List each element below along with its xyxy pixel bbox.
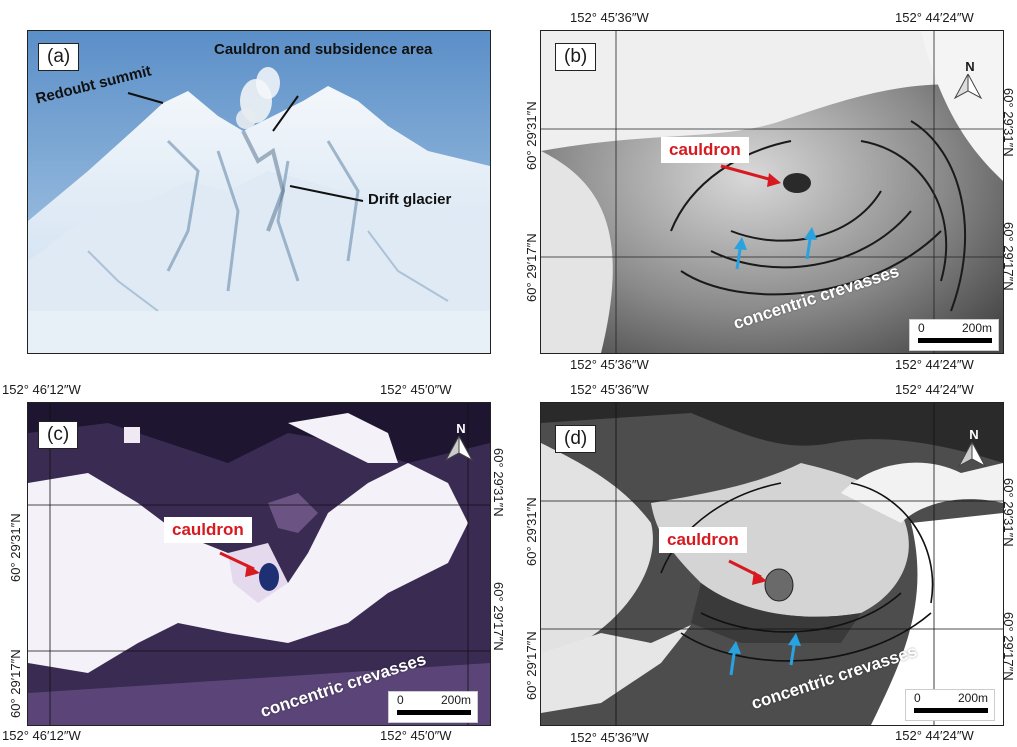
- panel-b-lon-top-right: 152° 44′24″W: [895, 10, 974, 25]
- panel-c-lat-right-top: 60° 29′31″N: [491, 448, 506, 517]
- panel-d-scalebar: 0 200m: [905, 689, 995, 721]
- panel-c-map: (c) cauldron concentric crevasses N 0 20…: [27, 402, 491, 726]
- panel-c-lat-left-top: 60° 29′31″N: [8, 513, 23, 582]
- scale-start: 0: [914, 691, 921, 705]
- panel-c-north-arrow: N: [444, 421, 478, 462]
- scale-end: 200m: [440, 693, 471, 707]
- panel-b-lat-left-bottom: 60° 29′17″N: [524, 233, 539, 302]
- panel-c-lat-right-bottom: 60° 29′17″N: [491, 582, 506, 651]
- panel-d-lon-bottom-left: 152° 45′36″W: [570, 730, 649, 745]
- panel-d-north-arrow: N: [957, 427, 991, 468]
- panel-d-lat-left-top: 60° 29′31″N: [524, 497, 539, 566]
- panel-d-lat-left-bottom: 60° 29′17″N: [524, 631, 539, 700]
- panel-c-image: [28, 403, 490, 725]
- north-letter: N: [456, 421, 466, 436]
- north-arrow-icon: [953, 74, 983, 100]
- panel-c-lon-top-right: 152° 45′0″W: [380, 382, 452, 397]
- panel-b-lon-top-left: 152° 45′36″W: [570, 10, 649, 25]
- panel-d-lon-bottom-right: 152° 44′24″W: [895, 728, 974, 743]
- scale-bar: [397, 710, 471, 715]
- panel-c-lon-bottom-right: 152° 45′0″W: [380, 728, 452, 743]
- panel-c-lat-left-bottom: 60° 29′17″N: [8, 649, 23, 718]
- scale-end: 200m: [957, 691, 988, 705]
- panel-d-lon-top-left: 152° 45′36″W: [570, 382, 649, 397]
- panel-b-label: (b): [555, 43, 597, 71]
- scale-bar: [918, 338, 992, 343]
- scale-start: 0: [397, 693, 404, 707]
- north-letter: N: [969, 427, 979, 442]
- panel-b-image: [541, 31, 1003, 353]
- north-arrow-icon: [444, 436, 474, 462]
- panel-d-cauldron-label: cauldron: [659, 527, 747, 553]
- annotation-drift-glacier: Drift glacier: [368, 191, 452, 208]
- north-arrow-icon: [957, 442, 987, 468]
- north-letter: N: [965, 59, 975, 74]
- panel-c-lon-top-left: 152° 46′12″W: [2, 382, 81, 397]
- panel-b-map: (b) cauldron concentric crevasses N 0 20…: [540, 30, 1004, 354]
- panel-d-map: (d) cauldron concentric crevasses N 0 20…: [540, 402, 1004, 726]
- annotation-cauldron: Cauldron and subsidence area: [214, 41, 433, 58]
- panel-b-cauldron-label: cauldron: [661, 137, 749, 163]
- scale-start: 0: [918, 321, 925, 335]
- panel-b-north-arrow: N: [953, 59, 987, 100]
- scale-end: 200m: [961, 321, 992, 335]
- scale-bar: [914, 708, 988, 713]
- panel-c-lon-bottom-left: 152° 46′12″W: [2, 728, 81, 743]
- redoubt-photo: [28, 31, 490, 353]
- panel-d-lon-top-right: 152° 44′24″W: [895, 382, 974, 397]
- panel-d-label: (d): [555, 425, 597, 453]
- panel-b-lat-left-top: 60° 29′31″N: [524, 101, 539, 170]
- panel-a-label: (a): [38, 43, 80, 71]
- panel-a-photo: (a) Redoubt summit Cauldron and subsiden…: [27, 30, 491, 354]
- panel-c-scalebar: 0 200m: [388, 691, 478, 723]
- panel-b-lon-bottom-right: 152° 44′24″W: [895, 357, 974, 372]
- panel-b-lon-bottom-left: 152° 45′36″W: [570, 357, 649, 372]
- panel-b-scalebar: 0 200m: [909, 319, 999, 351]
- panel-c-cauldron-label: cauldron: [164, 517, 252, 543]
- panel-d-image: [541, 403, 1003, 725]
- panel-c-label: (c): [38, 421, 79, 449]
